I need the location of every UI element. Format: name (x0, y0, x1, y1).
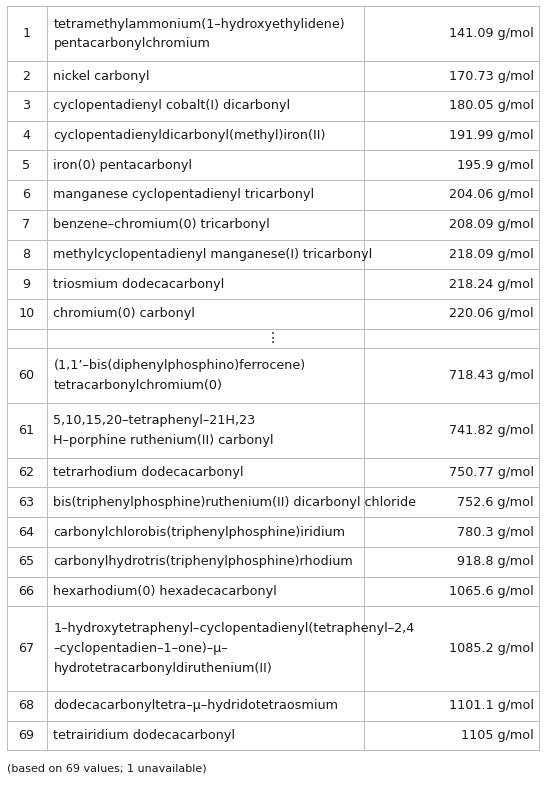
Text: 180.05 g/mol: 180.05 g/mol (449, 99, 534, 113)
Text: triosmium dodecacarbonyl: triosmium dodecacarbonyl (54, 278, 225, 291)
Text: tetracarbonylchromium(0): tetracarbonylchromium(0) (54, 379, 222, 392)
Text: (based on 69 values; 1 unavailable): (based on 69 values; 1 unavailable) (7, 764, 206, 774)
Text: H–porphine ruthenium(II) carbonyl: H–porphine ruthenium(II) carbonyl (54, 434, 274, 447)
Text: 66: 66 (19, 585, 34, 598)
Bar (7, 691, 539, 720)
Bar (7, 488, 539, 517)
Text: 1065.6 g/mol: 1065.6 g/mol (449, 585, 534, 598)
Text: tetrairidium dodecacarbonyl: tetrairidium dodecacarbonyl (54, 729, 235, 742)
Bar (7, 576, 539, 606)
Bar (7, 547, 539, 576)
Bar (7, 61, 539, 91)
Text: 10: 10 (19, 308, 34, 320)
Text: 191.99 g/mol: 191.99 g/mol (449, 129, 534, 142)
Text: 218.09 g/mol: 218.09 g/mol (449, 248, 534, 261)
Text: 64: 64 (19, 526, 34, 539)
Text: hydrotetracarbonyldiruthenium(II): hydrotetracarbonyldiruthenium(II) (54, 662, 272, 675)
Text: 141.09 g/mol: 141.09 g/mol (449, 27, 534, 40)
Text: –cyclopentadien–1–one)–μ–: –cyclopentadien–1–one)–μ– (54, 642, 228, 655)
Text: bis(triphenylphosphine)ruthenium(II) dicarbonyl chloride: bis(triphenylphosphine)ruthenium(II) dic… (54, 496, 417, 509)
Text: ⋮: ⋮ (266, 332, 280, 345)
Text: 6: 6 (22, 188, 31, 201)
Text: 60: 60 (19, 369, 34, 382)
Text: carbonylchlorobis(triphenylphosphine)iridium: carbonylchlorobis(triphenylphosphine)iri… (54, 526, 346, 539)
Bar (7, 328, 539, 348)
Text: (1,1’–bis(diphenylphosphino)ferrocene): (1,1’–bis(diphenylphosphino)ferrocene) (54, 359, 306, 372)
Text: 7: 7 (22, 218, 31, 231)
Text: 5: 5 (22, 159, 31, 171)
Text: cyclopentadienyl cobalt(I) dicarbonyl: cyclopentadienyl cobalt(I) dicarbonyl (54, 99, 290, 113)
Text: carbonylhydrotris(triphenylphosphine)rhodium: carbonylhydrotris(triphenylphosphine)rho… (54, 555, 353, 568)
Text: 68: 68 (19, 700, 34, 712)
Text: 1–hydroxytetraphenyl–cyclopentadienyl(tetraphenyl–2,4: 1–hydroxytetraphenyl–cyclopentadienyl(te… (54, 622, 415, 635)
Text: 204.06 g/mol: 204.06 g/mol (449, 188, 534, 201)
Text: 62: 62 (19, 466, 34, 479)
Text: nickel carbonyl: nickel carbonyl (54, 70, 150, 83)
Text: 69: 69 (19, 729, 34, 742)
Text: 218.24 g/mol: 218.24 g/mol (449, 278, 534, 291)
Text: 918.8 g/mol: 918.8 g/mol (458, 555, 534, 568)
Bar (7, 606, 539, 691)
Bar (7, 402, 539, 458)
Text: 1: 1 (22, 27, 31, 40)
Text: pentacarbonylchromium: pentacarbonylchromium (54, 37, 210, 50)
Text: 9: 9 (22, 278, 31, 291)
Bar (7, 299, 539, 328)
Text: manganese cyclopentadienyl tricarbonyl: manganese cyclopentadienyl tricarbonyl (54, 188, 314, 201)
Text: 220.06 g/mol: 220.06 g/mol (449, 308, 534, 320)
Bar (7, 720, 539, 750)
Text: 61: 61 (19, 423, 34, 437)
Bar (7, 151, 539, 180)
Text: 5,10,15,20–tetraphenyl–21H,23: 5,10,15,20–tetraphenyl–21H,23 (54, 414, 256, 427)
Text: dodecacarbonyltetra–μ–hydridotetraosmium: dodecacarbonyltetra–μ–hydridotetraosmium (54, 700, 339, 712)
Text: tetramethylammonium(1–hydroxyethylidene): tetramethylammonium(1–hydroxyethylidene) (54, 18, 345, 31)
Bar (7, 458, 539, 488)
Text: 67: 67 (19, 642, 34, 655)
Text: 2: 2 (22, 70, 31, 83)
Text: 780.3 g/mol: 780.3 g/mol (457, 526, 534, 539)
Text: 1085.2 g/mol: 1085.2 g/mol (449, 642, 534, 655)
Text: 750.77 g/mol: 750.77 g/mol (449, 466, 534, 479)
Text: 4: 4 (22, 129, 31, 142)
Text: 8: 8 (22, 248, 31, 261)
Text: 170.73 g/mol: 170.73 g/mol (449, 70, 534, 83)
Bar (7, 180, 539, 210)
Bar (7, 210, 539, 240)
Text: 65: 65 (19, 555, 34, 568)
Text: hexarhodium(0) hexadecacarbonyl: hexarhodium(0) hexadecacarbonyl (54, 585, 277, 598)
Text: methylcyclopentadienyl manganese(I) tricarbonyl: methylcyclopentadienyl manganese(I) tric… (54, 248, 373, 261)
Text: tetrarhodium dodecacarbonyl: tetrarhodium dodecacarbonyl (54, 466, 244, 479)
Bar (7, 91, 539, 121)
Text: 3: 3 (22, 99, 31, 113)
Text: 718.43 g/mol: 718.43 g/mol (449, 369, 534, 382)
Text: chromium(0) carbonyl: chromium(0) carbonyl (54, 308, 195, 320)
Text: 752.6 g/mol: 752.6 g/mol (458, 496, 534, 509)
Bar (7, 121, 539, 151)
Bar (7, 240, 539, 269)
Text: 1105 g/mol: 1105 g/mol (461, 729, 534, 742)
Text: 63: 63 (19, 496, 34, 509)
Bar (7, 348, 539, 402)
Bar (7, 269, 539, 299)
Text: 741.82 g/mol: 741.82 g/mol (449, 423, 534, 437)
Text: benzene–chromium(0) tricarbonyl: benzene–chromium(0) tricarbonyl (54, 218, 270, 231)
Text: 208.09 g/mol: 208.09 g/mol (449, 218, 534, 231)
Bar (7, 6, 539, 61)
Text: 195.9 g/mol: 195.9 g/mol (458, 159, 534, 171)
Bar (7, 517, 539, 547)
Text: iron(0) pentacarbonyl: iron(0) pentacarbonyl (54, 159, 192, 171)
Text: 1101.1 g/mol: 1101.1 g/mol (449, 700, 534, 712)
Text: cyclopentadienyldicarbonyl(methyl)iron(II): cyclopentadienyldicarbonyl(methyl)iron(I… (54, 129, 326, 142)
